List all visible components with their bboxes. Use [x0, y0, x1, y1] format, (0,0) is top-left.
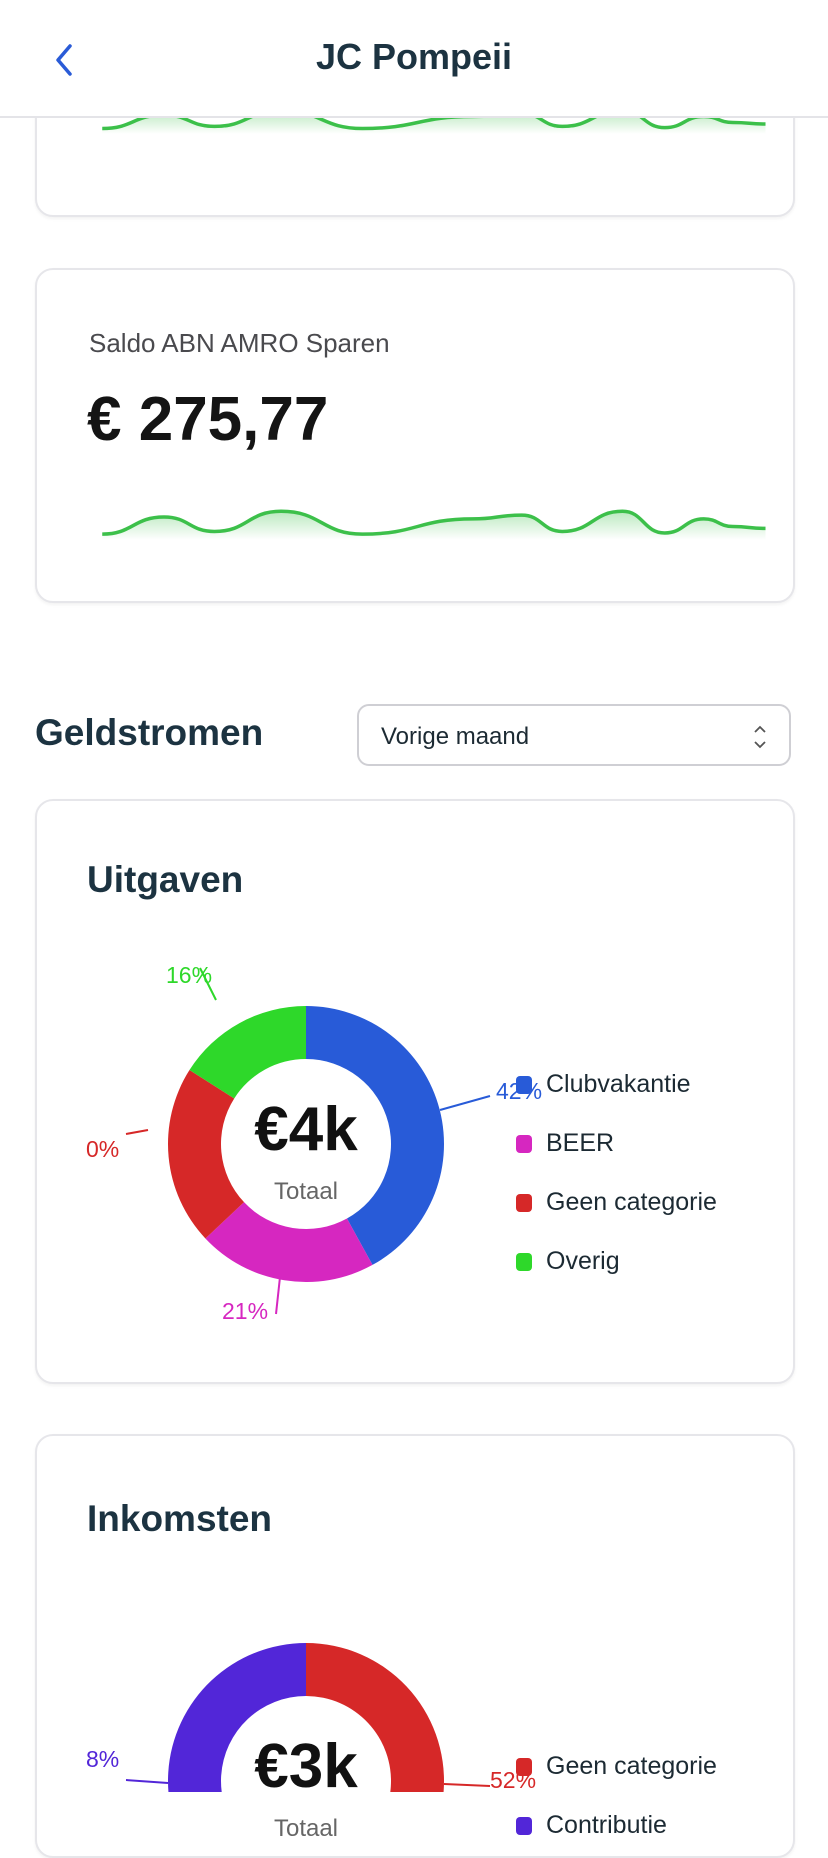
legend-swatch [516, 1135, 532, 1153]
label-leader-line [439, 1095, 491, 1111]
donut-total-label: Totaal [273, 1178, 339, 1205]
legend-label: Contributie [546, 1811, 667, 1839]
donut-slice-geen-categorie[interactable] [167, 1070, 245, 1239]
chevron-updown-icon [754, 725, 766, 749]
back-button[interactable] [50, 40, 80, 80]
account-card-savings[interactable]: Saldo ABN AMRO Sparen € 275,77 [35, 268, 795, 603]
legend-label: Geen categorie [546, 1752, 717, 1780]
legend-label: Overig [546, 1247, 620, 1275]
period-select[interactable]: Vorige maand [357, 704, 791, 766]
expenses-title: Uitgaven [87, 859, 244, 900]
top-nav-bar: JC Pompeii [0, 0, 828, 118]
cashflow-heading: Geldstromen [35, 712, 264, 753]
page-title: JC Pompeii [315, 36, 513, 77]
slice-percent-label: 0% [86, 1136, 120, 1162]
donut-slice-geen-categorie[interactable] [289, 1643, 444, 1792]
donut-total-label: Totaal [273, 1815, 339, 1842]
balance-sparkline [102, 509, 766, 540]
label-leader-line [443, 1783, 491, 1787]
donut-slice-overig[interactable] [189, 1006, 306, 1099]
label-leader-line [125, 1779, 169, 1784]
legend-swatch [516, 1758, 532, 1776]
slice-percent-label: 21% [222, 1298, 269, 1324]
slice-percent-label: 16% [166, 962, 213, 988]
legend-swatch [516, 1817, 532, 1835]
chevron-left-icon [56, 44, 72, 76]
label-leader-line [275, 1276, 281, 1315]
legend-label: Geen categorie [546, 1188, 717, 1216]
uitgaven-donut-chart [125, 967, 491, 1315]
legend-swatch [516, 1253, 532, 1271]
period-select-value: Vorige maand [381, 723, 530, 750]
account-balance: € 275,77 [87, 385, 329, 454]
donut-total-value: €3k [254, 1732, 358, 1801]
donut-total-value: €4k [254, 1095, 358, 1164]
legend-label: Clubvakantie [546, 1070, 691, 1098]
sparkline-line [102, 509, 766, 536]
legend-label: BEER [546, 1129, 615, 1157]
donut-slice-contributie[interactable] [168, 1643, 306, 1792]
inkomsten-donut-chart [125, 1643, 491, 1792]
donut-slice-clubvakantie[interactable] [306, 1006, 444, 1265]
slice-percent-label: 8% [86, 1746, 120, 1772]
income-title: Inkomsten [87, 1498, 273, 1539]
label-leader-line [199, 967, 217, 1001]
donut-slice-beer[interactable] [205, 1202, 373, 1282]
account-label: Saldo ABN AMRO Sparen [89, 328, 390, 358]
legend-swatch [516, 1076, 532, 1094]
label-leader-line [125, 1129, 149, 1135]
legend-swatch [516, 1194, 532, 1212]
